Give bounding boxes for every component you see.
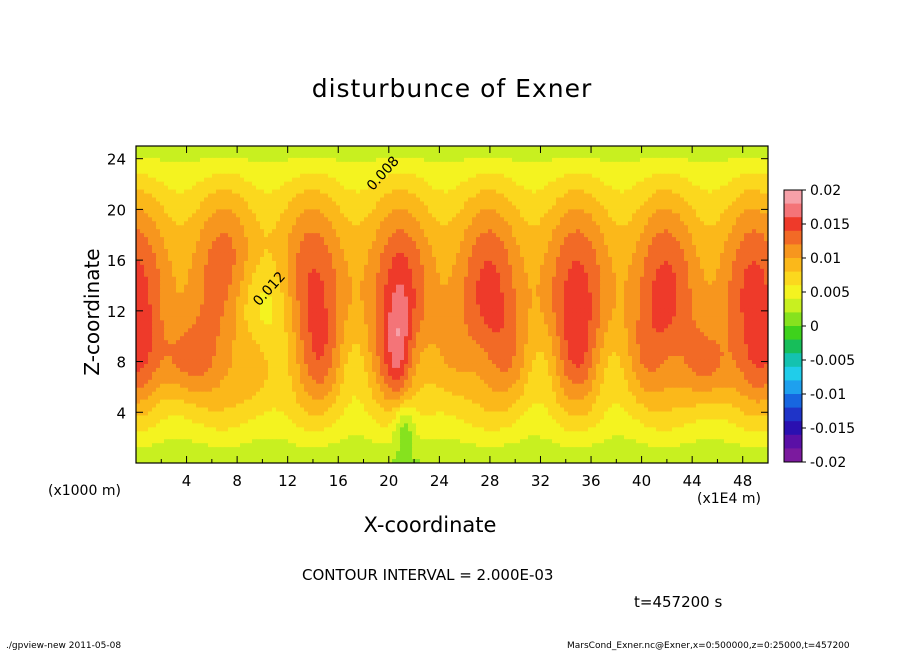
- x-tick-label: 8: [232, 472, 242, 490]
- colorbar-swatch: [784, 326, 802, 340]
- x-tick-label: 24: [430, 472, 449, 490]
- colorbar-tick-label: 0: [810, 319, 819, 335]
- colorbar-swatch: [784, 407, 802, 422]
- footer-right: MarsCond_Exner.nc@Exner,x=0:500000,z=0:2…: [567, 641, 850, 651]
- plot-frame: [135, 145, 769, 464]
- y-tick-label: 4: [116, 404, 126, 422]
- colorbar-swatch: [784, 271, 802, 286]
- colorbar-swatch: [784, 217, 802, 232]
- colorbar-swatch: [784, 421, 802, 436]
- footer-left: ./gpview-new 2011-05-08: [6, 641, 122, 651]
- x-tick-label: 4: [182, 472, 192, 490]
- colorbar-swatch: [784, 448, 802, 463]
- x-tick-label: 40: [632, 472, 651, 490]
- colorbar-tick-label: -0.02: [810, 455, 846, 471]
- colorbar-swatch: [784, 380, 802, 395]
- x-tick-label: 32: [531, 472, 550, 490]
- colorbar-tick-label: 0.02: [810, 183, 841, 199]
- colorbar-swatch: [784, 312, 802, 327]
- x-tick-label: 12: [278, 472, 297, 490]
- colorbar-swatch: [784, 230, 802, 245]
- x-tick-label: 44: [683, 472, 702, 490]
- colorbar-swatch: [784, 366, 802, 381]
- colorbar-swatch: [784, 353, 802, 368]
- y-tick-label: 20: [107, 201, 126, 219]
- x-tick-label: 28: [480, 472, 499, 490]
- colorbar-tick-label: -0.005: [810, 353, 855, 369]
- y-tick-label: 8: [116, 354, 126, 372]
- x-tick-label: 16: [329, 472, 348, 490]
- colorbar-swatch: [784, 298, 802, 313]
- colorbar-tick-label: 0.01: [810, 251, 841, 267]
- colorbar-swatch: [784, 244, 802, 259]
- colorbar-tick-label: -0.01: [810, 387, 846, 403]
- x-tick-label: 36: [581, 472, 600, 490]
- contour-interval-label: CONTOUR INTERVAL = 2.000E-03: [302, 566, 554, 584]
- x-unit-right: (x1E4 m): [697, 491, 761, 507]
- y-axis-label: Z-coordinate: [80, 248, 104, 376]
- colorbar-swatch: [784, 339, 802, 354]
- colorbar-swatch: [784, 203, 802, 218]
- y-tick-label: 12: [107, 303, 126, 321]
- colorbar-swatch: [784, 434, 802, 449]
- y-tick-label: 24: [107, 151, 126, 169]
- x-axis-label: X-coordinate: [363, 513, 497, 537]
- x-unit-left: (x1000 m): [48, 483, 121, 499]
- colorbar-tick-label: 0.005: [810, 285, 850, 301]
- contour-field: [136, 146, 768, 463]
- colorbar-swatch: [784, 285, 802, 300]
- time-label: t=457200 s: [634, 593, 723, 611]
- x-tick-label: 48: [733, 472, 752, 490]
- y-tick-label: 16: [107, 252, 126, 270]
- colorbar-swatch: [784, 190, 802, 204]
- colorbar-swatch: [784, 394, 802, 408]
- chart-title: disturbunce of Exner: [311, 74, 593, 103]
- colorbar: 0.02 0.015 0.01 0.005 0 -0.005 -0.01 -0.015 -0.0…: [783, 183, 855, 471]
- x-tick-label: 20: [379, 472, 398, 490]
- colorbar-tick-label: -0.015: [810, 421, 855, 437]
- colorbar-swatch: [784, 258, 802, 272]
- colorbar-tick-label: 0.015: [810, 217, 850, 233]
